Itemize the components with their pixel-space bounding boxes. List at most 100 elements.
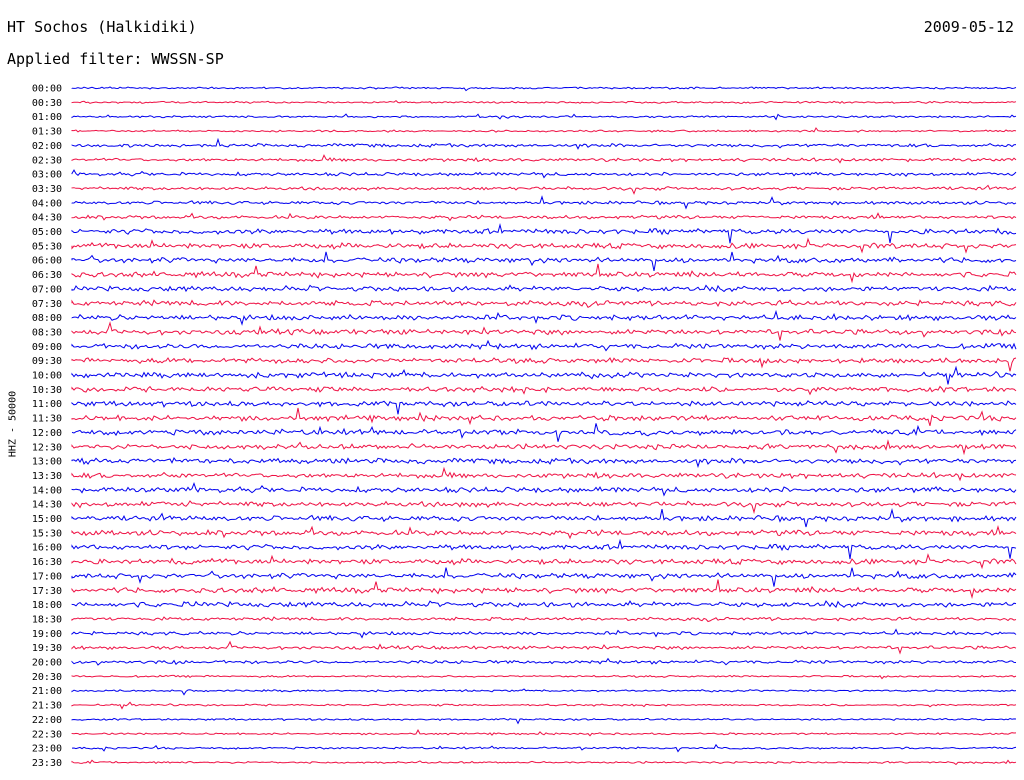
trace-row-26 bbox=[71, 457, 1017, 469]
row-label: 13:30 bbox=[32, 471, 62, 482]
trace-row-36 bbox=[71, 600, 1017, 609]
row-label: 17:00 bbox=[32, 571, 62, 582]
row-label: 16:00 bbox=[32, 543, 62, 554]
trace-row-24 bbox=[71, 423, 1017, 442]
trace-row-47 bbox=[71, 759, 1017, 766]
row-label: 07:00 bbox=[32, 284, 62, 295]
trace-row-6 bbox=[71, 169, 1017, 179]
trace-row-41 bbox=[71, 674, 1017, 680]
row-label: 07:30 bbox=[32, 299, 62, 310]
trace-row-31 bbox=[71, 524, 1017, 540]
row-label: 18:30 bbox=[32, 614, 62, 625]
trace-row-40 bbox=[71, 657, 1017, 666]
row-label: 13:00 bbox=[32, 457, 62, 468]
filter-label: Applied filter: WWSSN-SP bbox=[7, 50, 224, 68]
trace-row-25 bbox=[71, 439, 1017, 456]
trace-row-46 bbox=[71, 743, 1017, 753]
station-title: HT Sochos (Halkidiki) bbox=[7, 18, 197, 36]
row-label: 05:00 bbox=[32, 227, 62, 238]
trace-row-30 bbox=[71, 508, 1017, 528]
trace-row-19 bbox=[71, 357, 1017, 372]
row-label: 03:00 bbox=[32, 170, 62, 181]
row-label: 21:00 bbox=[32, 686, 62, 697]
trace-row-14 bbox=[71, 284, 1017, 293]
seismic-traces bbox=[71, 86, 1017, 766]
trace-row-12 bbox=[71, 251, 1017, 272]
trace-row-28 bbox=[71, 482, 1017, 497]
trace-row-39 bbox=[71, 640, 1017, 655]
row-label: 14:30 bbox=[32, 500, 62, 511]
trace-row-34 bbox=[71, 567, 1017, 587]
trace-row-17 bbox=[71, 321, 1017, 341]
row-label: 04:00 bbox=[32, 198, 62, 209]
trace-row-15 bbox=[71, 299, 1017, 308]
row-label: 11:30 bbox=[32, 414, 62, 425]
trace-row-37 bbox=[71, 616, 1017, 623]
row-label: 01:00 bbox=[32, 112, 62, 123]
trace-row-20 bbox=[71, 365, 1017, 385]
row-label: 15:00 bbox=[32, 514, 62, 525]
trace-row-4 bbox=[71, 137, 1017, 150]
row-label: 04:30 bbox=[32, 213, 62, 224]
trace-row-22 bbox=[71, 400, 1017, 415]
row-label: 20:00 bbox=[32, 658, 62, 669]
trace-row-44 bbox=[71, 717, 1017, 725]
trace-row-33 bbox=[71, 553, 1017, 570]
trace-row-29 bbox=[71, 500, 1017, 515]
trace-row-10 bbox=[71, 223, 1017, 244]
trace-row-42 bbox=[71, 688, 1017, 696]
row-label: 18:00 bbox=[32, 600, 62, 611]
trace-row-16 bbox=[71, 309, 1017, 326]
row-label: 05:30 bbox=[32, 241, 62, 252]
row-label: 12:30 bbox=[32, 442, 62, 453]
trace-row-23 bbox=[71, 407, 1017, 426]
row-label: 15:30 bbox=[32, 528, 62, 539]
row-label: 11:00 bbox=[32, 399, 62, 410]
row-label: 22:00 bbox=[32, 715, 62, 726]
trace-row-18 bbox=[71, 339, 1017, 352]
date-label: 2009-05-12 bbox=[923, 18, 1014, 36]
row-label: 09:00 bbox=[32, 342, 62, 353]
trace-row-8 bbox=[71, 195, 1017, 210]
row-label: 17:30 bbox=[32, 586, 62, 597]
trace-row-32 bbox=[71, 538, 1017, 560]
row-label: 23:00 bbox=[32, 744, 62, 755]
row-label: 01:30 bbox=[32, 127, 62, 138]
row-label: 08:00 bbox=[32, 313, 62, 324]
row-label: 10:30 bbox=[32, 385, 62, 396]
row-label: 02:30 bbox=[32, 155, 62, 166]
row-label: 10:00 bbox=[32, 371, 62, 382]
row-label: 02:00 bbox=[32, 141, 62, 152]
row-label: 00:00 bbox=[32, 84, 62, 95]
trace-row-21 bbox=[71, 385, 1017, 396]
trace-row-35 bbox=[71, 579, 1017, 600]
row-label: 06:00 bbox=[32, 256, 62, 267]
trace-row-45 bbox=[71, 729, 1017, 737]
trace-row-7 bbox=[71, 184, 1017, 195]
row-label: 20:30 bbox=[32, 672, 62, 683]
trace-row-27 bbox=[71, 466, 1017, 482]
row-time-labels: 00:00 00:30 01:00 01:30 02:00 02:30 03:00 03:30… bbox=[32, 84, 62, 769]
trace-row-1 bbox=[71, 99, 1017, 104]
trace-row-38 bbox=[71, 628, 1017, 639]
row-label: 06:30 bbox=[32, 270, 62, 281]
row-label: 23:30 bbox=[32, 758, 62, 769]
trace-row-11 bbox=[71, 237, 1017, 254]
row-label: 08:30 bbox=[32, 327, 62, 338]
row-label: 19:00 bbox=[32, 629, 62, 640]
row-label: 16:30 bbox=[32, 557, 62, 568]
trace-row-0 bbox=[71, 86, 1017, 92]
trace-row-2 bbox=[71, 113, 1017, 121]
row-label: 09:30 bbox=[32, 356, 62, 367]
row-label: 03:30 bbox=[32, 184, 62, 195]
row-label: 19:30 bbox=[32, 643, 62, 654]
row-label: 22:30 bbox=[32, 729, 62, 740]
trace-row-43 bbox=[71, 701, 1017, 710]
trace-row-13 bbox=[71, 263, 1017, 284]
trace-row-5 bbox=[71, 154, 1017, 164]
row-label: 12:00 bbox=[32, 428, 62, 439]
row-label: 14:00 bbox=[32, 485, 62, 496]
trace-row-9 bbox=[71, 212, 1017, 222]
row-label: 21:30 bbox=[32, 701, 62, 712]
